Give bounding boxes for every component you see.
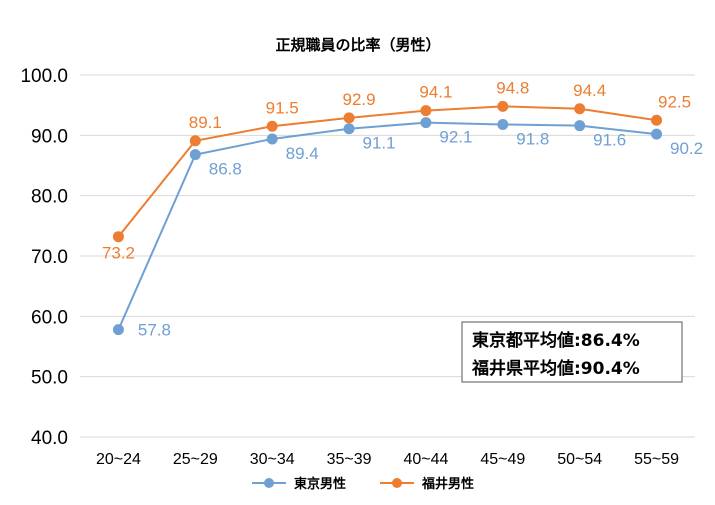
fukui-average: 福井県平均値:90.4% (471, 358, 640, 379)
tokyo-average: 東京都平均値:86.4% (472, 330, 640, 351)
series-line (117, 105, 657, 238)
data-label: 91.8 (516, 129, 549, 148)
data-label: 91.5 (266, 98, 299, 117)
data-point (420, 117, 432, 129)
y-tick-label: 40.0 (31, 428, 68, 449)
x-tick-label: 35~39 (327, 451, 372, 468)
series-line (117, 121, 657, 331)
series-1: 73.2 89.1 91.5 92.9 94.1 94.8 94.4 92.5 (102, 78, 691, 262)
data-label: 92.1 (439, 128, 472, 147)
x-tick-label: 20~24 (96, 451, 141, 468)
legend-marker (264, 478, 274, 488)
data-point (497, 100, 509, 112)
series-0: 57.8 86.8 89.4 91.1 92.1 91.8 91.6 90.2 (112, 117, 703, 340)
y-tick-label: 50.0 (31, 368, 68, 389)
y-tick-label: 70.0 (31, 247, 68, 268)
data-point (266, 120, 278, 132)
x-tick-label: 30~34 (250, 451, 295, 468)
data-label: 91.1 (363, 134, 396, 153)
legend: 東京男性 福井男性 (252, 476, 474, 492)
legend-marker (392, 478, 402, 488)
x-tick-label: 40~44 (403, 451, 448, 468)
data-point (497, 118, 509, 130)
data-point (112, 324, 124, 336)
data-label: 57.8 (138, 321, 171, 340)
x-tick-label: 55~59 (634, 451, 679, 468)
data-point (266, 133, 278, 145)
y-tick-label: 60.0 (31, 307, 68, 328)
data-point (651, 114, 663, 126)
data-label: 89.1 (189, 113, 222, 132)
annotation-box: 東京都平均値:86.4% 福井県平均値:90.4% (461, 321, 683, 383)
data-label: 89.4 (286, 144, 319, 163)
data-label: 86.8 (209, 160, 242, 179)
data-label: 92.9 (343, 90, 376, 109)
data-label: 94.1 (419, 83, 452, 102)
chart-title: 正規職員の比率（男性） (275, 36, 440, 54)
x-tick-label: 25~29 (173, 451, 218, 468)
data-point (574, 120, 586, 132)
data-label: 90.2 (670, 139, 703, 158)
data-point (343, 123, 355, 135)
data-point (112, 231, 124, 243)
data-point (189, 135, 201, 147)
legend-label: 東京男性 (294, 476, 346, 492)
legend-label: 福井男性 (421, 476, 474, 492)
data-label: 73.2 (102, 244, 135, 263)
data-point (574, 103, 586, 115)
y-tick-label: 100.0 (20, 66, 68, 87)
data-point (189, 149, 201, 161)
data-label: 92.5 (658, 92, 691, 111)
y-tick-label: 80.0 (31, 187, 68, 208)
y-tick-label: 90.0 (31, 126, 68, 147)
data-label: 91.6 (593, 131, 626, 150)
x-tick-label: 45~49 (480, 451, 525, 468)
data-label: 94.8 (496, 78, 529, 97)
data-label: 94.4 (573, 81, 606, 100)
data-point (420, 105, 432, 117)
data-point (343, 112, 355, 124)
x-tick-label: 50~54 (557, 451, 602, 468)
data-point (651, 128, 663, 140)
